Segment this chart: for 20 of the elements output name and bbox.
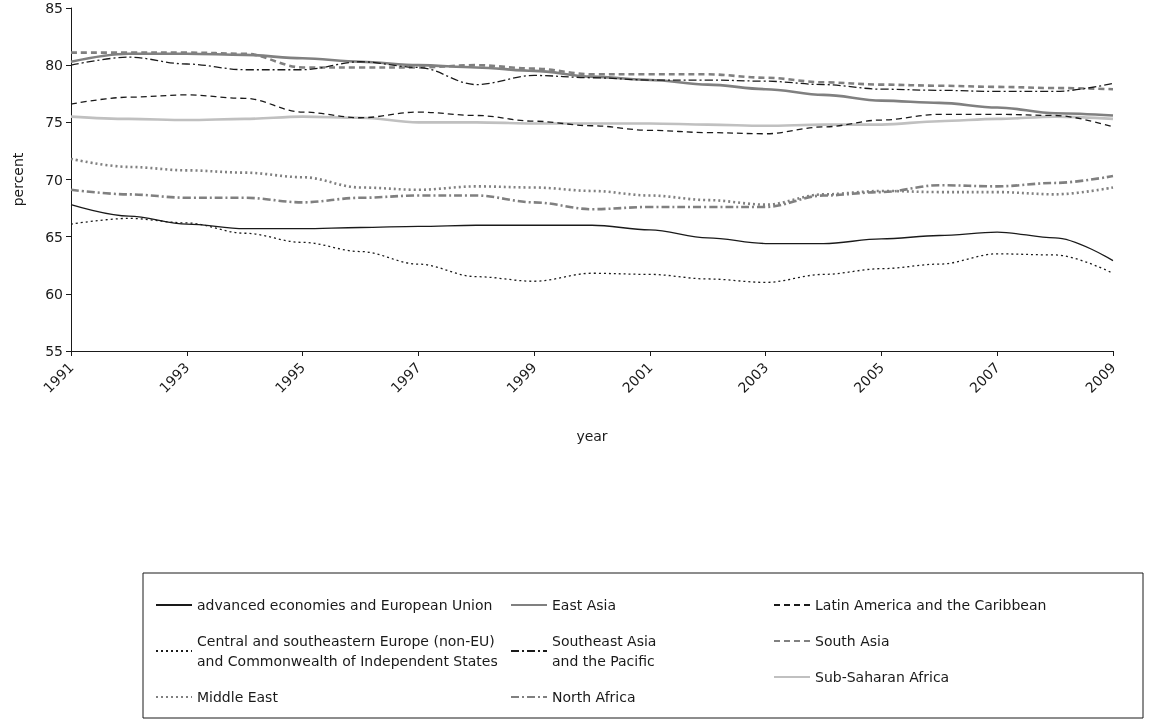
legend-label: South Asia (815, 633, 890, 649)
y-tick-label: 60 (45, 285, 63, 302)
y-axis-title: percent (10, 152, 26, 207)
y-tick-label: 85 (45, 0, 63, 16)
legend-label: Sub-Saharan Africa (815, 669, 950, 685)
legend-label: Latin America and the Caribbean (815, 597, 1047, 613)
legend-label: East Asia (552, 597, 616, 613)
legend-label: North Africa (552, 689, 636, 705)
legend-label: Southeast Asia and the Pacific (552, 633, 661, 669)
y-tick-label: 70 (45, 171, 63, 188)
legend-label: Central and southeastern Europe (non-EU) and Commonwealth of Independent States (197, 633, 500, 669)
y-tick-label: 55 (45, 343, 63, 359)
legend-label: Middle East (197, 689, 279, 705)
legend-label: advanced economies and European Union (197, 597, 493, 613)
line-series (69, 52, 1115, 117)
y-tick-label: 80 (45, 57, 63, 74)
x-axis-title: year (576, 428, 608, 444)
line-series (69, 115, 1115, 128)
y-tick-label: 65 (45, 228, 63, 245)
y-tick-label: 75 (45, 114, 63, 131)
